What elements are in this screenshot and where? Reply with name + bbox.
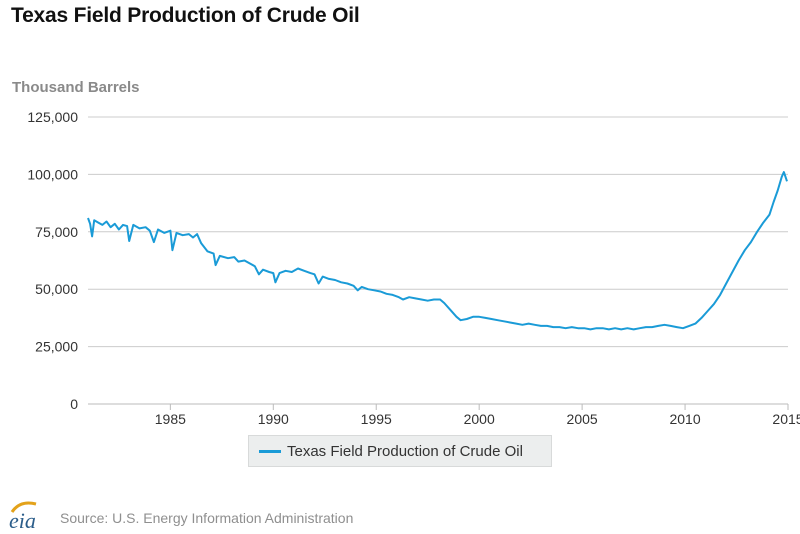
chart-plot: 0 25,000 50,000 75,000 100,000 125,000 1985 199… [27,109,800,427]
y-tick-label: 50,000 [35,281,78,297]
x-tick-label: 1990 [258,411,289,427]
x-tick-label: 2010 [669,411,700,427]
x-tick-label: 2015 [772,411,800,427]
x-tick-label: 2005 [567,411,598,427]
chart-legend[interactable]: Texas Field Production of Crude Oil [248,435,552,467]
source-note: Source: U.S. Energy Information Administ… [60,510,354,526]
legend-series-swatch [259,449,281,453]
chart-title: Texas Field Production of Crude Oil [11,4,360,27]
series-line [87,171,788,331]
y-tick-label: 100,000 [27,166,78,182]
y-tick-label: 25,000 [35,339,78,355]
eia-logo-icon: eia [9,501,37,532]
eia-logo-text: eia [9,508,36,532]
y-axis-title: Thousand Barrels [12,79,140,96]
legend-series-label: Texas Field Production of Crude Oil [287,442,523,460]
x-tick-label: 1985 [155,411,186,427]
x-tick-label: 1995 [361,411,392,427]
x-tick-label: 2000 [464,411,495,427]
y-tick-label: 0 [70,396,78,412]
y-tick-label: 75,000 [35,224,78,240]
y-tick-label: 125,000 [27,109,78,125]
